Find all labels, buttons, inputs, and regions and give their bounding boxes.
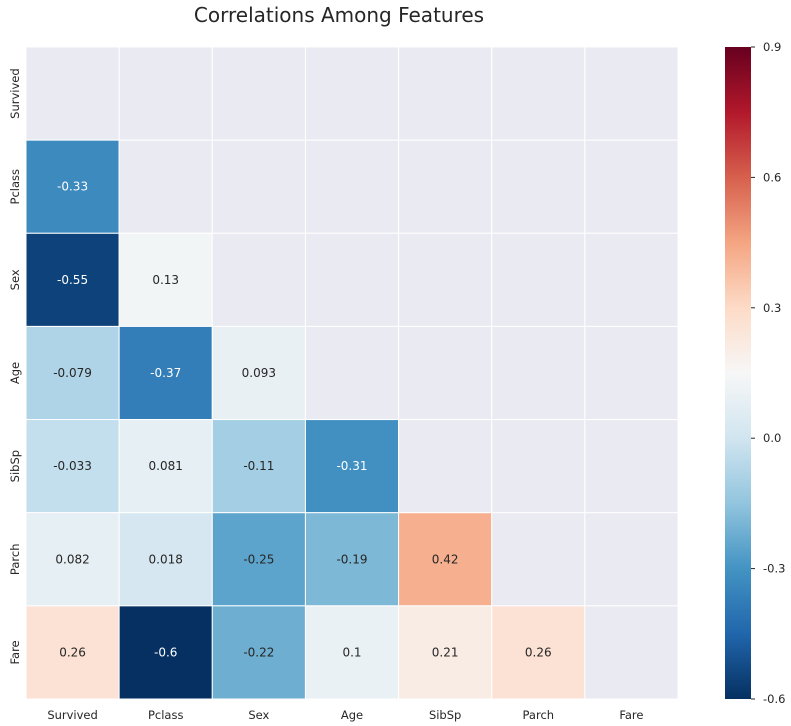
x-tick-label: Survived [47, 708, 98, 722]
masked-cell [398, 419, 493, 514]
masked-cell [584, 232, 679, 327]
y-tick-label: Sex [8, 269, 22, 290]
masked-cell [304, 139, 400, 234]
x-tick-label: Parch [523, 708, 555, 722]
masked-cell [211, 232, 306, 327]
masked-cell [211, 46, 306, 141]
masked-cell [211, 139, 306, 234]
chart-title: Correlations Among Features [194, 3, 484, 27]
x-tick-label: Pclass [148, 708, 183, 722]
heatmap-cell [118, 512, 213, 607]
masked-cell [25, 46, 120, 141]
heatmap-cell [491, 605, 586, 700]
masked-cell [398, 325, 493, 421]
heatmap-cell [211, 325, 306, 421]
x-tick-label: Fare [619, 708, 643, 722]
cell-value-label: -0.37 [150, 366, 181, 380]
cell-value-label: 0.018 [149, 552, 183, 566]
colorbar-tick-label: 0.9 [763, 40, 781, 54]
heatmap-cell [211, 605, 306, 700]
masked-cell [398, 232, 493, 327]
masked-cell [584, 325, 679, 421]
heatmap-cell [304, 419, 400, 514]
masked-cell [491, 232, 586, 327]
colorbar-tick-label: 0.3 [763, 301, 781, 315]
cell-value-label: 0.21 [432, 645, 459, 659]
y-tick-label: SibSp [8, 450, 22, 482]
masked-cell [491, 139, 586, 234]
masked-cell [118, 139, 213, 234]
y-tick-label: Survived [8, 68, 22, 119]
colorbar-tick-label: 0.0 [763, 431, 781, 445]
cell-value-label: 0.1 [342, 645, 361, 659]
y-tick-label: Parch [8, 544, 22, 576]
cell-value-label: 0.42 [432, 552, 459, 566]
x-tick-label: Sex [248, 708, 269, 722]
x-tick-label: SibSp [429, 708, 461, 722]
masked-cell [118, 46, 213, 141]
cell-value-label: 0.26 [525, 645, 552, 659]
heatmap-cell [118, 325, 213, 421]
x-axis-tick-labels: Survived Pclass Sex Age SibSp Parch Fare [47, 708, 643, 722]
cell-value-label: 0.093 [242, 366, 276, 380]
cell-value-label: -0.11 [243, 459, 274, 473]
heatmap-cell [118, 419, 213, 514]
cell-value-label: -0.19 [336, 552, 367, 566]
cell-value-label: -0.6 [154, 645, 177, 659]
colorbar-tick-label: 0.6 [763, 170, 781, 184]
y-tick-label: Fare [8, 640, 22, 664]
cell-value-label: -0.033 [53, 459, 92, 473]
y-tick-label: Pclass [8, 169, 22, 204]
colorbar-tick-label: -0.3 [763, 562, 785, 576]
heatmap-cell [304, 512, 400, 607]
masked-cell [491, 46, 586, 141]
x-tick-label: Age [341, 708, 363, 722]
heatmap-cell [25, 605, 120, 700]
colorbar-tick-labels: -0.6 -0.3 0.0 0.3 0.6 0.9 [751, 40, 785, 706]
heatmap-cell [118, 232, 213, 327]
heatmap-value-labels: -0.33 -0.55 0.13 -0.079 -0.37 0.093 -0.033 0.08… [53, 180, 551, 660]
masked-cell [584, 139, 679, 234]
masked-cell [584, 419, 679, 514]
colorbar-tick-label: -0.6 [763, 692, 785, 706]
masked-cell [398, 139, 493, 234]
heatmap-cell [398, 512, 493, 607]
masked-cell [491, 512, 586, 607]
masked-cell [584, 46, 679, 141]
cell-value-label: 0.082 [55, 552, 89, 566]
heatmap-cell [304, 605, 400, 700]
heatmap-cell [25, 325, 120, 421]
cell-value-label: 0.13 [152, 273, 179, 287]
cell-value-label: 0.26 [59, 645, 86, 659]
heatmap-cell [211, 512, 306, 607]
cell-value-label: 0.081 [149, 459, 183, 473]
masked-cell [491, 325, 586, 421]
cell-value-label: -0.31 [336, 459, 367, 473]
heatmap-cell [25, 232, 120, 327]
cell-value-label: -0.25 [243, 552, 274, 566]
heatmap-cell [398, 605, 493, 700]
masked-cell [584, 605, 679, 700]
masked-cell [584, 512, 679, 607]
masked-cell [304, 232, 400, 327]
cell-value-label: -0.22 [243, 645, 274, 659]
cell-value-label: -0.079 [53, 366, 92, 380]
masked-cell [304, 46, 400, 141]
heatmap-cell [118, 605, 213, 700]
masked-cell [304, 325, 400, 421]
masked-cell [491, 419, 586, 514]
heatmap-cell [25, 139, 120, 234]
y-axis-tick-labels: Survived Pclass Sex Age SibSp Parch Fare [8, 68, 22, 664]
y-tick-label: Age [8, 362, 22, 384]
masked-cell [398, 46, 493, 141]
cell-value-label: -0.33 [57, 180, 88, 194]
colorbar [725, 47, 751, 699]
cell-value-label: -0.55 [57, 273, 88, 287]
heatmap-cells [25, 46, 679, 700]
